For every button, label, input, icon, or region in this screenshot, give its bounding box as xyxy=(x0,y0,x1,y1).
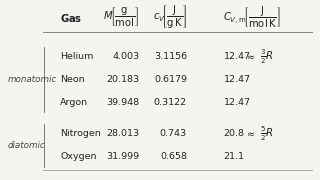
Text: Oxygen: Oxygen xyxy=(60,152,97,161)
Text: 12.47: 12.47 xyxy=(223,75,251,84)
Text: 0.6179: 0.6179 xyxy=(154,75,187,84)
Text: 39.948: 39.948 xyxy=(106,98,140,107)
Text: diatomic: diatomic xyxy=(8,141,45,150)
Text: $\mathbf{Gas}$: $\mathbf{Gas}$ xyxy=(60,12,83,24)
Text: 28.013: 28.013 xyxy=(106,129,140,138)
Text: monatomic: monatomic xyxy=(8,75,57,84)
Text: 12.47: 12.47 xyxy=(223,52,251,61)
Text: 20.183: 20.183 xyxy=(106,75,140,84)
Text: Helium: Helium xyxy=(60,52,93,61)
Text: 3.1156: 3.1156 xyxy=(154,52,187,61)
Text: $\approx$: $\approx$ xyxy=(245,52,256,61)
Text: 20.8: 20.8 xyxy=(223,129,244,138)
Text: 0.743: 0.743 xyxy=(160,129,187,138)
Text: $\frac{5}{2}R$: $\frac{5}{2}R$ xyxy=(260,125,274,143)
Text: 0.3122: 0.3122 xyxy=(154,98,187,107)
Text: Neon: Neon xyxy=(60,75,85,84)
Text: 0.658: 0.658 xyxy=(160,152,187,161)
Text: $\approx$: $\approx$ xyxy=(245,129,256,138)
Text: $C_{V,\mathrm{m}}\!\left[\dfrac{\mathrm{J}}{\mathrm{mol\,K}}\right]$: $C_{V,\mathrm{m}}\!\left[\dfrac{\mathrm{… xyxy=(223,5,281,30)
Text: 4.003: 4.003 xyxy=(112,52,140,61)
Text: 31.999: 31.999 xyxy=(106,152,140,161)
Text: $M\!\left[\dfrac{\mathrm{g}}{\mathrm{mol}}\right]$: $M\!\left[\dfrac{\mathrm{g}}{\mathrm{mol… xyxy=(103,6,140,29)
Text: 21.1: 21.1 xyxy=(223,152,244,161)
Text: 12.47: 12.47 xyxy=(223,98,251,107)
Text: $\frac{3}{2}R$: $\frac{3}{2}R$ xyxy=(260,47,274,66)
Text: $c_V\!\left[\dfrac{\mathrm{J}}{\mathrm{g\,K}}\right]$: $c_V\!\left[\dfrac{\mathrm{J}}{\mathrm{g… xyxy=(153,4,187,31)
Text: Nitrogen: Nitrogen xyxy=(60,129,101,138)
Text: Argon: Argon xyxy=(60,98,88,107)
